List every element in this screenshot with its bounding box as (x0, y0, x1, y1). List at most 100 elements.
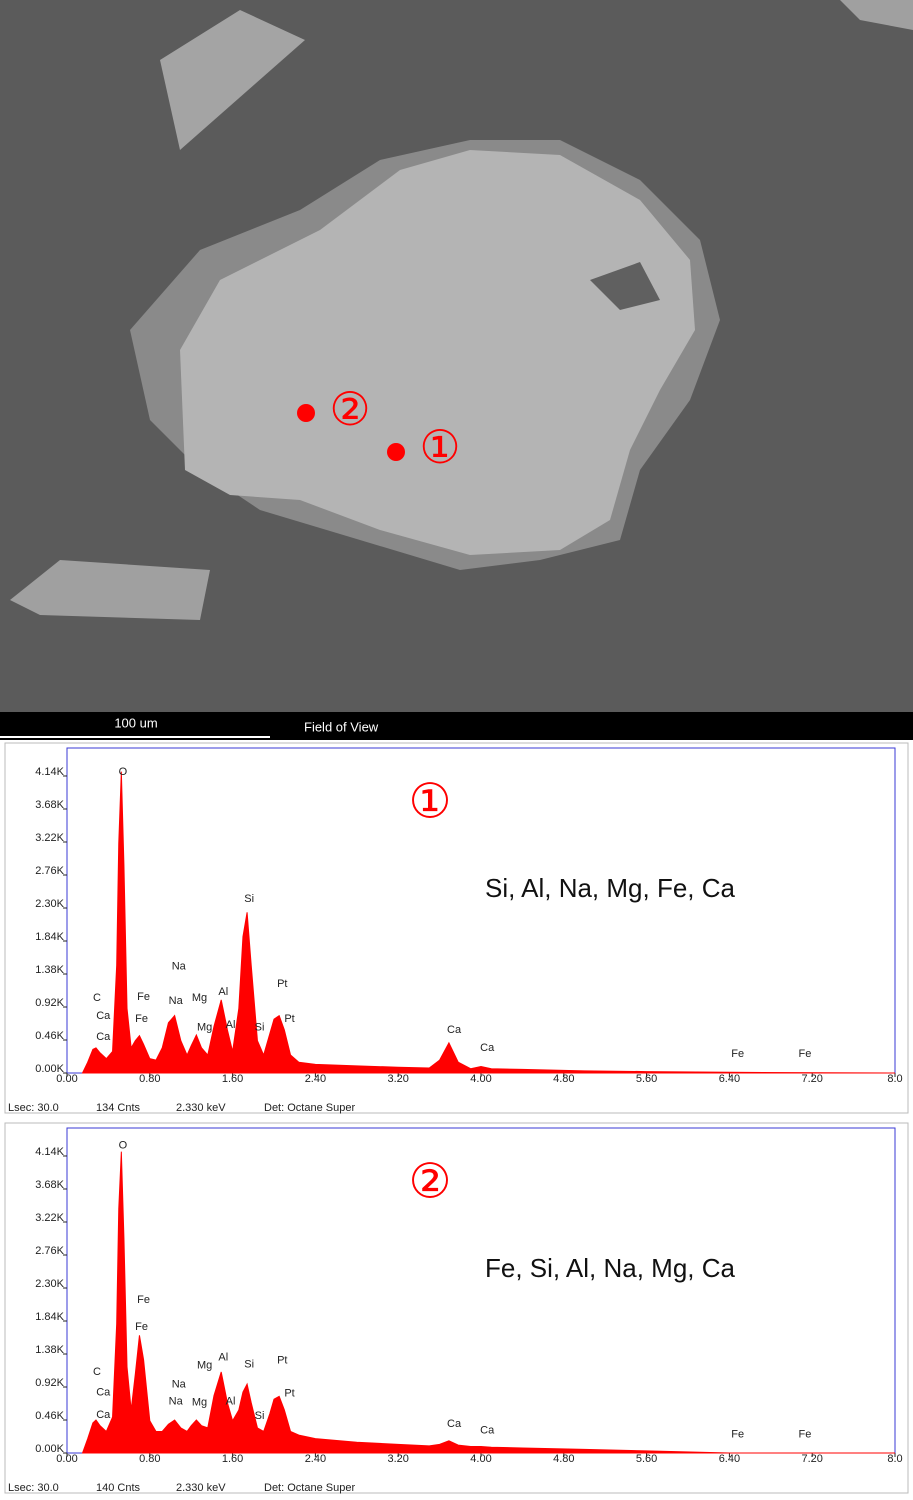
marker-label: ② (329, 383, 370, 435)
peak-label: Pt (284, 1387, 294, 1399)
spectrum-annotation: Fe, Si, Al, Na, Mg, Ca (485, 1253, 736, 1283)
x-tick-label: 5.60 (636, 1073, 657, 1085)
x-tick-label: 1.60 (222, 1073, 243, 1085)
spectrum-area (81, 771, 896, 1074)
peak-label: Mg (192, 992, 207, 1004)
x-tick-label: 0.80 (139, 1073, 160, 1085)
info-bar (0, 712, 913, 740)
x-tick-label: 2.40 (305, 1453, 326, 1465)
x-tick-label: 3.20 (387, 1073, 408, 1085)
peak-label: Ca (447, 1024, 462, 1036)
x-tick-label: 6.40 (719, 1453, 740, 1465)
peak-label: Fe (137, 991, 150, 1003)
y-tick-label: 2.76K (35, 1245, 64, 1257)
plot-area (66, 747, 896, 1074)
peak-label: Si (244, 893, 254, 905)
y-tick-label: 3.68K (35, 1179, 64, 1191)
peak-label: Fe (731, 1048, 744, 1060)
peak-label: Fe (799, 1429, 812, 1441)
panel-frame (4, 1122, 909, 1494)
y-tick-label: 4.14K (35, 1146, 64, 1158)
charts: 0.00K 0.46K 0.92K 1.38K 1.84K 2.30K 2.76K 3.22K… (4, 742, 909, 1494)
peak-label: Fe (799, 1048, 812, 1060)
y-tick-label: 0.46K (35, 1410, 64, 1422)
peak-label: Ca (96, 1010, 111, 1022)
footer-label: 2.330 keV (176, 1102, 226, 1114)
x-tick-label: 3.20 (387, 1453, 408, 1465)
x-tick-label: 6.40 (719, 1073, 740, 1085)
spectrum-panel: 0.00K 0.46K 0.92K 1.38K 1.84K 2.30K 2.76K 3.22K… (4, 1122, 909, 1494)
x-tick-label: 1.60 (222, 1453, 243, 1465)
peak-label: Si (255, 1410, 265, 1422)
marker-dot (297, 404, 315, 422)
peak-label: Al (226, 1396, 236, 1408)
footer-label: Lsec: 30.0 (8, 1482, 59, 1494)
footer-label: Det: Octane Super (264, 1482, 355, 1494)
peak-label: Si (244, 1359, 254, 1371)
sem-image: ② ① 100 um Field of View (0, 0, 913, 740)
peak-label: Ca (96, 1031, 111, 1043)
x-tick-label: 4.00 (470, 1453, 491, 1465)
footer-label: Lsec: 30.0 (8, 1102, 59, 1114)
x-tick-label: 0.80 (139, 1453, 160, 1465)
y-tick-label: 1.84K (35, 1311, 64, 1323)
spectrum-panel: 0.00K 0.46K 0.92K 1.38K 1.84K 2.30K 2.76K 3.22K… (4, 742, 909, 1114)
peak-label: O (119, 1139, 128, 1151)
footer-label: 140 Cnts (96, 1482, 141, 1494)
footer-label: 2.330 keV (176, 1482, 226, 1494)
x-tick-label: 7.20 (801, 1453, 822, 1465)
x-tick-label: 8.0 (887, 1073, 902, 1085)
x-tick-label: 8.0 (887, 1453, 902, 1465)
peak-label: Fe (135, 1321, 148, 1333)
peak-label: Al (218, 986, 228, 998)
x-tick-label: 0.00 (56, 1073, 77, 1085)
spectrum-area (81, 1151, 895, 1454)
x-tick-label: 2.40 (305, 1073, 326, 1085)
peak-label: O (119, 766, 128, 778)
peak-label: C (93, 992, 101, 1004)
y-tick-label: 2.30K (35, 1278, 64, 1290)
peak-label: Na (172, 961, 187, 973)
peak-label: Mg (192, 1397, 207, 1409)
footer-label: 134 Cnts (96, 1102, 141, 1114)
peak-label: Fe (731, 1429, 744, 1441)
panel-frame (4, 742, 909, 1114)
marker-label: ① (419, 421, 460, 473)
peak-label: Ca (447, 1418, 462, 1430)
y-tick-label: 1.84K (35, 931, 64, 943)
y-tick-label: 3.68K (35, 799, 64, 811)
sem-fragment (10, 560, 210, 620)
spectrum-title: ① (408, 776, 451, 829)
y-tick-label: 4.14K (35, 766, 64, 778)
scale-label: 100 um (114, 715, 157, 730)
y-tick-label: 0.46K (35, 1030, 64, 1042)
x-tick-label: 0.00 (56, 1453, 77, 1465)
peak-label: Na (169, 1396, 184, 1408)
peak-label: Ca (96, 1387, 111, 1399)
peak-label: Ca (96, 1409, 111, 1421)
y-tick-label: 2.30K (35, 898, 64, 910)
peak-label: Ca (480, 1424, 495, 1436)
x-tick-label: 4.80 (553, 1073, 574, 1085)
y-tick-label: 1.38K (35, 964, 64, 976)
field-label: Field of View (304, 719, 379, 734)
x-tick-label: 5.60 (636, 1453, 657, 1465)
y-tick-label: 0.00K (35, 1063, 64, 1075)
peak-label: Al (226, 1019, 236, 1031)
sem-fragment (160, 10, 305, 150)
peak-label: Si (255, 1022, 265, 1034)
y-tick-label: 0.92K (35, 997, 64, 1009)
peak-label: Mg (197, 1360, 212, 1372)
y-tick-label: 0.92K (35, 1377, 64, 1389)
peak-label: Pt (277, 1355, 287, 1367)
y-tick-label: 1.38K (35, 1344, 64, 1356)
spectrum-annotation: Si, Al, Na, Mg, Fe, Ca (485, 873, 736, 903)
x-tick-label: 4.00 (470, 1073, 491, 1085)
peak-label: Fe (135, 1013, 148, 1025)
peak-label: Ca (480, 1042, 495, 1054)
sem-fragment (840, 0, 913, 30)
peak-label: C (93, 1366, 101, 1378)
sem-pore (590, 262, 660, 310)
y-tick-label: 2.76K (35, 865, 64, 877)
